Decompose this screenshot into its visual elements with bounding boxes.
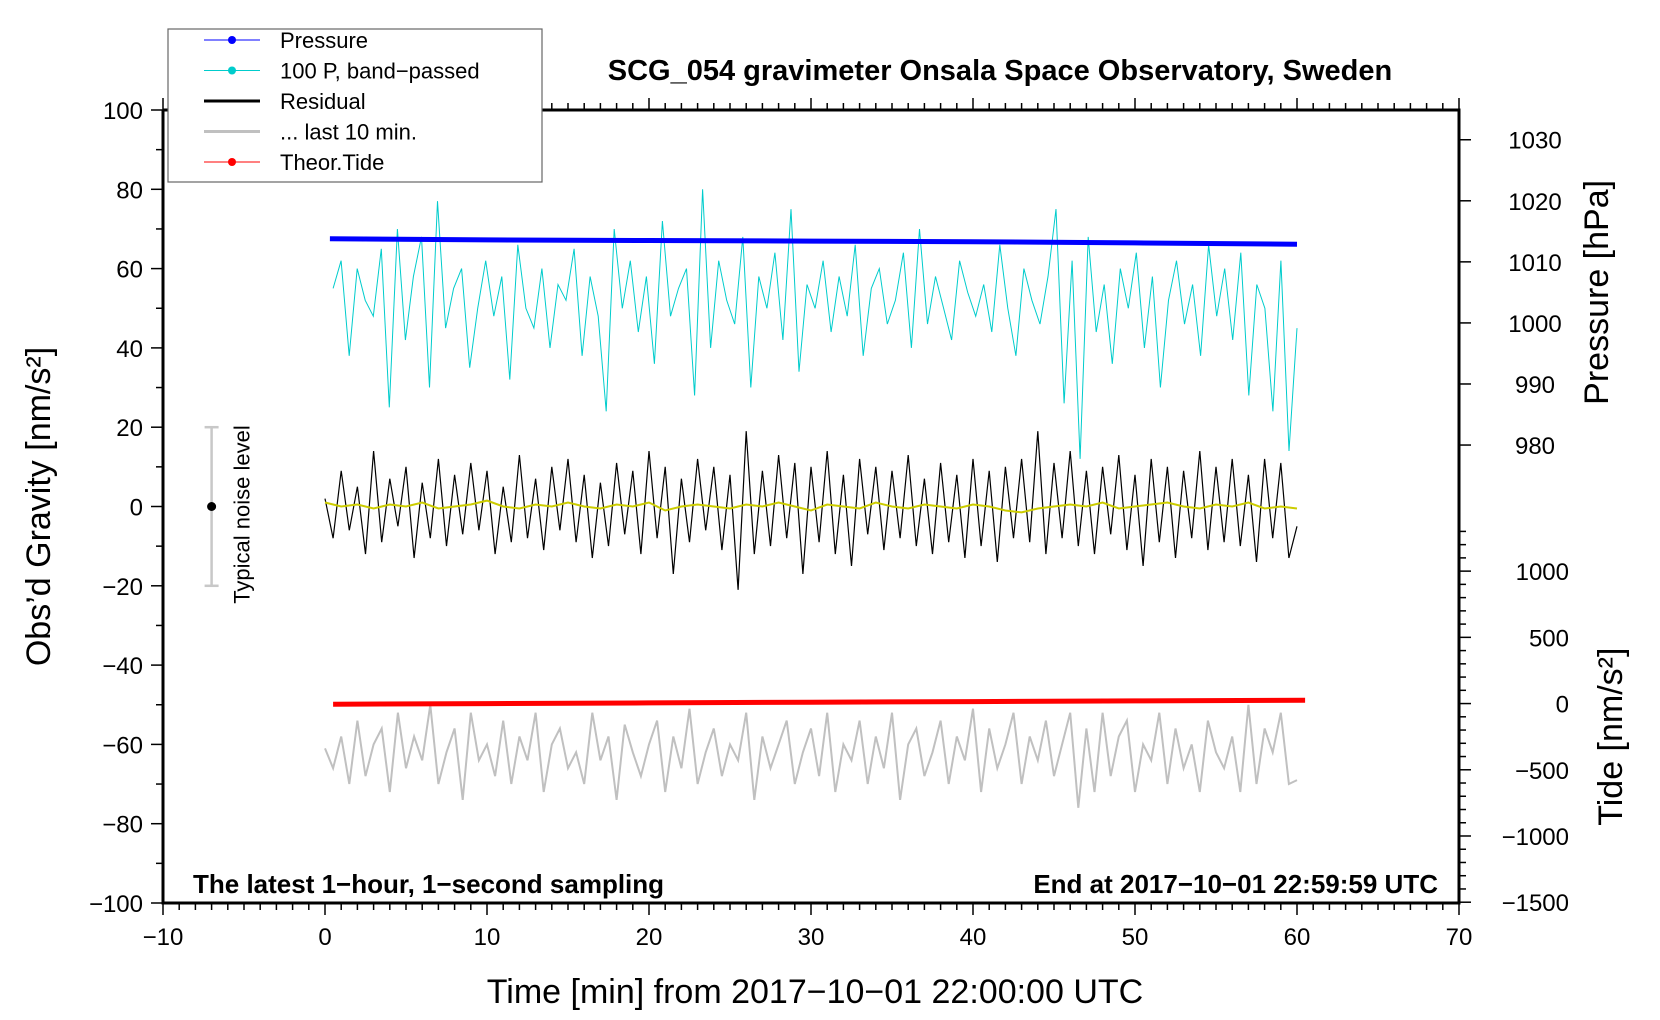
legend-marker: [228, 36, 236, 44]
y-axis-label-pressure: Pressure [hPa]: [1578, 180, 1616, 405]
legend-label: ... last 10 min.: [280, 120, 417, 145]
y-tick-label: −40: [102, 653, 143, 680]
legend-label: Pressure: [280, 28, 368, 53]
x-tick-label: 30: [798, 924, 825, 951]
legend-box: [167, 28, 543, 183]
legend-marker: [228, 66, 236, 75]
pressure-tick-label: 990: [1515, 372, 1555, 399]
y-tick-label: 40: [116, 336, 143, 363]
series-theor-tide-line: [333, 697, 1306, 707]
x-tick-label: 10: [474, 924, 501, 951]
tide-tick-label: 0: [1556, 692, 1569, 719]
series-last-10-min-line: [324, 704, 1298, 808]
noise-bar-dot: [207, 502, 217, 511]
tide-tick-label: −1500: [1502, 890, 1569, 917]
tide-tick-label: 500: [1529, 625, 1569, 652]
pressure-tick-label: 980: [1515, 433, 1555, 460]
y-tick-label: −80: [102, 812, 143, 839]
annotation-right: End at 2017−10−01 22:59:59 UTC: [1033, 869, 1438, 899]
y-tick-label: 0: [130, 495, 143, 522]
pressure-tick-label: 1030: [1508, 128, 1561, 155]
x-axis-label: Time [min] from 2017−10−01 22:00:00 UTC: [487, 973, 1143, 1011]
pressure-tick-label: 1020: [1508, 189, 1561, 216]
y-tick-label: 80: [116, 177, 143, 204]
pressure-tick-label: 1010: [1508, 250, 1561, 277]
noise-level-label: Typical noise level: [230, 425, 255, 604]
x-tick-label: 20: [636, 924, 663, 951]
legend-label: Theor.Tide: [280, 150, 384, 175]
x-tick-label: 0: [318, 924, 331, 951]
y-axis-label-tide: Tide [nm/s²]: [1592, 648, 1630, 826]
tide-tick-label: −500: [1515, 758, 1569, 785]
y-tick-label: 60: [116, 257, 143, 284]
y-tick-label: −20: [102, 574, 143, 601]
annotation-left: The latest 1−hour, 1−second sampling: [193, 869, 664, 899]
chart-title: SCG_054 gravimeter Onsala Space Observat…: [608, 55, 1392, 87]
legend-marker: [228, 158, 236, 166]
series-band-passed-pressure-line: [332, 189, 1298, 459]
y-tick-label: −60: [102, 732, 143, 759]
plot-frame: [161, 108, 1461, 905]
y-tick-label: 20: [116, 415, 143, 442]
x-tick-label: 50: [1122, 924, 1149, 951]
series-residual-smoothed-line: [324, 499, 1298, 514]
legend-label: Residual: [280, 89, 366, 114]
y-tick-label: −100: [89, 891, 143, 918]
y-tick-label: 100: [103, 98, 143, 125]
y-axis-label-left: Obs’d Gravity [nm/s²]: [20, 347, 58, 666]
x-tick-label: 40: [960, 924, 987, 951]
x-tick-label: 60: [1284, 924, 1311, 951]
pressure-tick-label: 1000: [1508, 311, 1561, 338]
legend-label: 100 P, band−passed: [280, 59, 480, 84]
tide-tick-label: 1000: [1516, 559, 1569, 586]
tide-tick-label: −1000: [1502, 824, 1569, 851]
series-residual-line: [324, 431, 1298, 590]
x-tick-label: 70: [1446, 924, 1473, 951]
series-pressure-line: [329, 236, 1298, 247]
x-tick-label: −10: [143, 924, 184, 951]
